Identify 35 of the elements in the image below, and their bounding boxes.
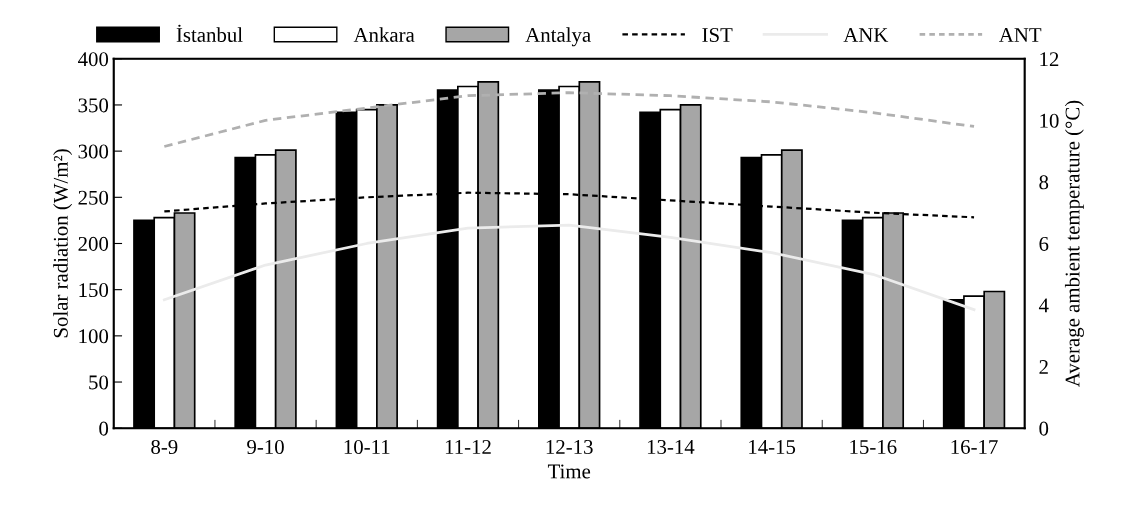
x-axis-title: Time bbox=[547, 464, 591, 479]
x-tick-label: 15-16 bbox=[850, 439, 897, 454]
y2-tick-label: 4 bbox=[1038, 298, 1049, 313]
y-tick-label: 400 bbox=[78, 52, 109, 67]
y2-axis-title: Average ambient temperature (°C) bbox=[1064, 100, 1084, 387]
legend-label: ANT bbox=[999, 28, 1042, 42]
x-tick-label: 11-12 bbox=[445, 439, 491, 454]
x-tick-label: 13-14 bbox=[647, 439, 695, 454]
legend-label: İstanbul bbox=[176, 24, 243, 42]
x-tick-label: 16-17 bbox=[951, 439, 998, 454]
legend-label: IST bbox=[702, 27, 733, 42]
y-axis-title: Solar radiation (W/m²) bbox=[53, 149, 73, 338]
legend-label: ANK bbox=[843, 28, 889, 42]
y2-tick-label: 0 bbox=[1039, 421, 1049, 436]
y-tick-label: 50 bbox=[89, 375, 109, 390]
y-tick-label: 350 bbox=[78, 98, 109, 113]
y2-tick-label: 10 bbox=[1040, 113, 1059, 128]
y-tick-label: 0 bbox=[99, 421, 109, 436]
y2-tick-label: 6 bbox=[1039, 236, 1049, 251]
line-series bbox=[162, 223, 976, 312]
y-tick-label: 300 bbox=[78, 144, 109, 159]
y-tick-label: 150 bbox=[79, 283, 109, 298]
y2-tick-label: 8 bbox=[1039, 175, 1049, 190]
y-tick-label: 100 bbox=[79, 329, 109, 344]
y2-tick-label: 12 bbox=[1040, 52, 1059, 66]
x-tick-label: 10-11 bbox=[344, 439, 390, 454]
legend-label: Ankara bbox=[353, 27, 415, 42]
x-tick-label: 9-10 bbox=[247, 439, 284, 454]
y-tick-label: 200 bbox=[78, 236, 109, 251]
x-tick-label: 12-13 bbox=[546, 439, 593, 454]
y2-tick-label: 2 bbox=[1039, 360, 1048, 374]
x-tick-label: 8-9 bbox=[151, 439, 178, 454]
x-tick-label: 14-15 bbox=[749, 440, 796, 454]
y-tick-label: 250 bbox=[78, 190, 109, 205]
legend-label: Antalya bbox=[525, 27, 591, 47]
